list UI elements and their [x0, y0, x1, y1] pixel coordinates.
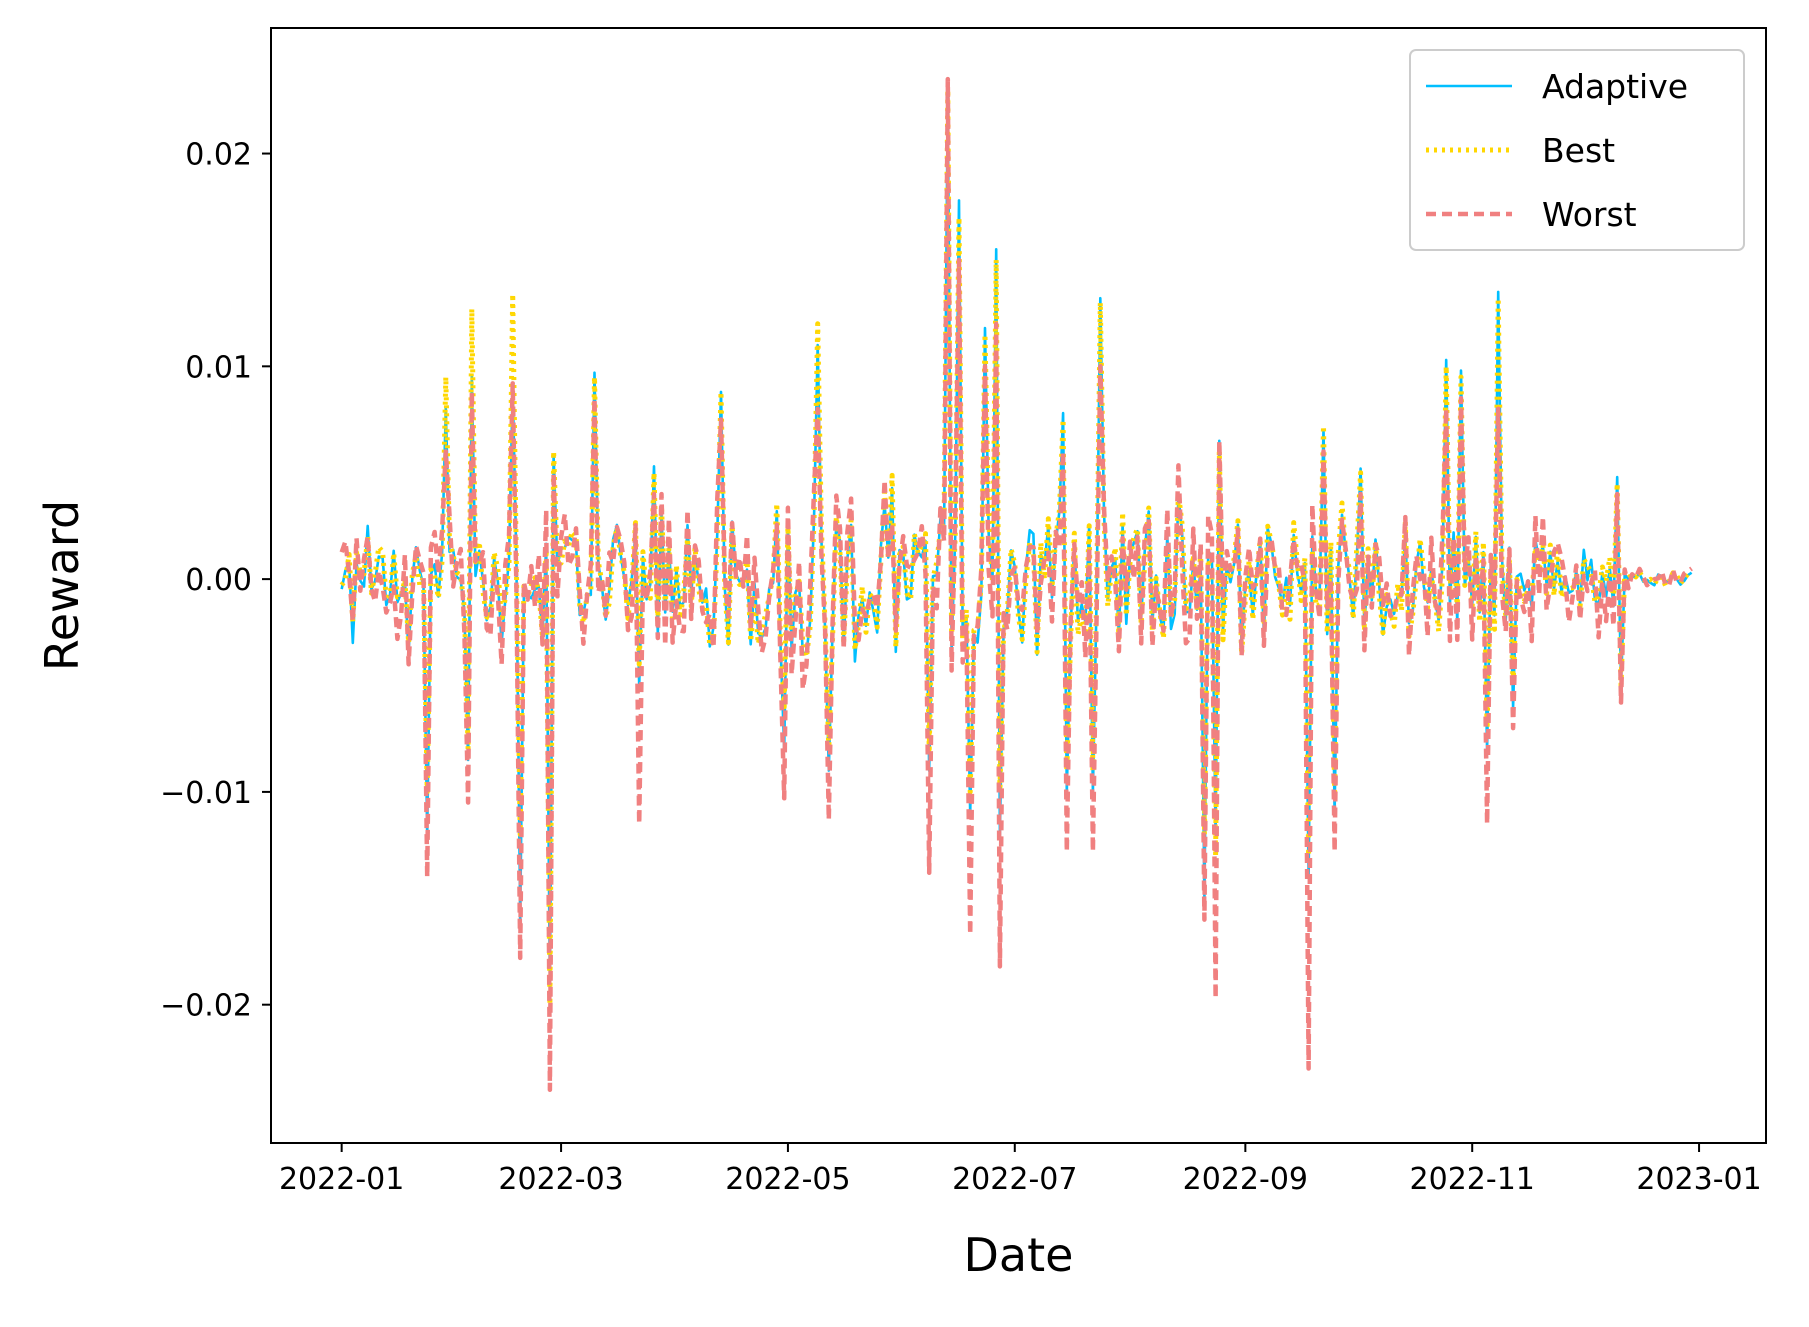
x-tick-label: 2022-09 — [1183, 1162, 1308, 1197]
y-tick-label: 0.01 — [185, 350, 252, 385]
legend-label-worst: Worst — [1542, 195, 1637, 234]
legend: Adaptive Best Worst — [1409, 49, 1745, 251]
legend-label-adaptive: Adaptive — [1542, 67, 1688, 106]
y-axis: 0.02 0.01 0.00 −0.01 −0.02 — [160, 138, 271, 1024]
x-axis: 2022-01 2022-03 2022-05 2022-07 2022-09 2022-… — [279, 1143, 1762, 1197]
y-tick-label: −0.02 — [160, 989, 252, 1024]
y-tick-label: 0.00 — [185, 563, 252, 598]
x-tick-label: 2022-05 — [725, 1162, 850, 1197]
x-tick-label: 2023-01 — [1636, 1162, 1761, 1197]
y-tick-label: 0.02 — [185, 138, 252, 173]
series-layer — [339, 76, 1693, 1093]
x-tick-label: 2022-01 — [279, 1162, 404, 1197]
legend-frame — [1409, 49, 1745, 251]
x-axis-title: Date — [964, 1228, 1074, 1282]
y-tick-label: −0.01 — [160, 776, 252, 811]
x-tick-label: 2022-11 — [1410, 1162, 1535, 1197]
x-tick-label: 2022-07 — [952, 1162, 1077, 1197]
x-tick-label: 2022-03 — [498, 1162, 623, 1197]
legend-label-best: Best — [1542, 131, 1615, 170]
y-axis-title: Reward — [35, 500, 89, 671]
series-line-worst — [339, 76, 1693, 1093]
plot-frame — [270, 27, 1767, 1144]
